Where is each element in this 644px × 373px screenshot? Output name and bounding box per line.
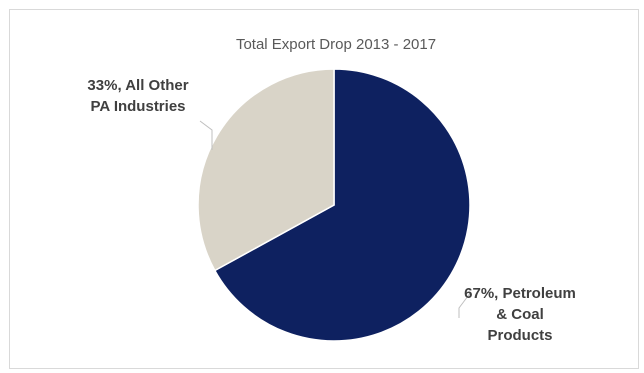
slice-label-1-line-1: PA Industries — [90, 98, 185, 115]
leader-lines — [199, 120, 472, 318]
leader-line-1 — [199, 120, 213, 150]
chart-title: Total Export Drop 2013 - 2017 — [236, 36, 436, 53]
slice-label-1: 33%, All Other PA Industries — [87, 77, 188, 115]
slice-label-0-line-0: 67%, Petroleum — [464, 285, 576, 302]
leader-line-0 — [458, 291, 472, 318]
slice-label-0-line-2: Products — [487, 327, 552, 344]
pie-slice-1 — [197, 68, 335, 272]
slice-label-0-line-1: & Coal — [496, 306, 544, 323]
pie-slice-0 — [213, 68, 471, 342]
slice-labels: 67%, Petroleum & Coal Products 33%, All Oth… — [87, 77, 575, 344]
slice-label-0: 67%, Petroleum & Coal Products — [464, 285, 576, 344]
pie-slices — [197, 68, 471, 342]
slice-label-1-line-0: 33%, All Other — [87, 77, 188, 94]
